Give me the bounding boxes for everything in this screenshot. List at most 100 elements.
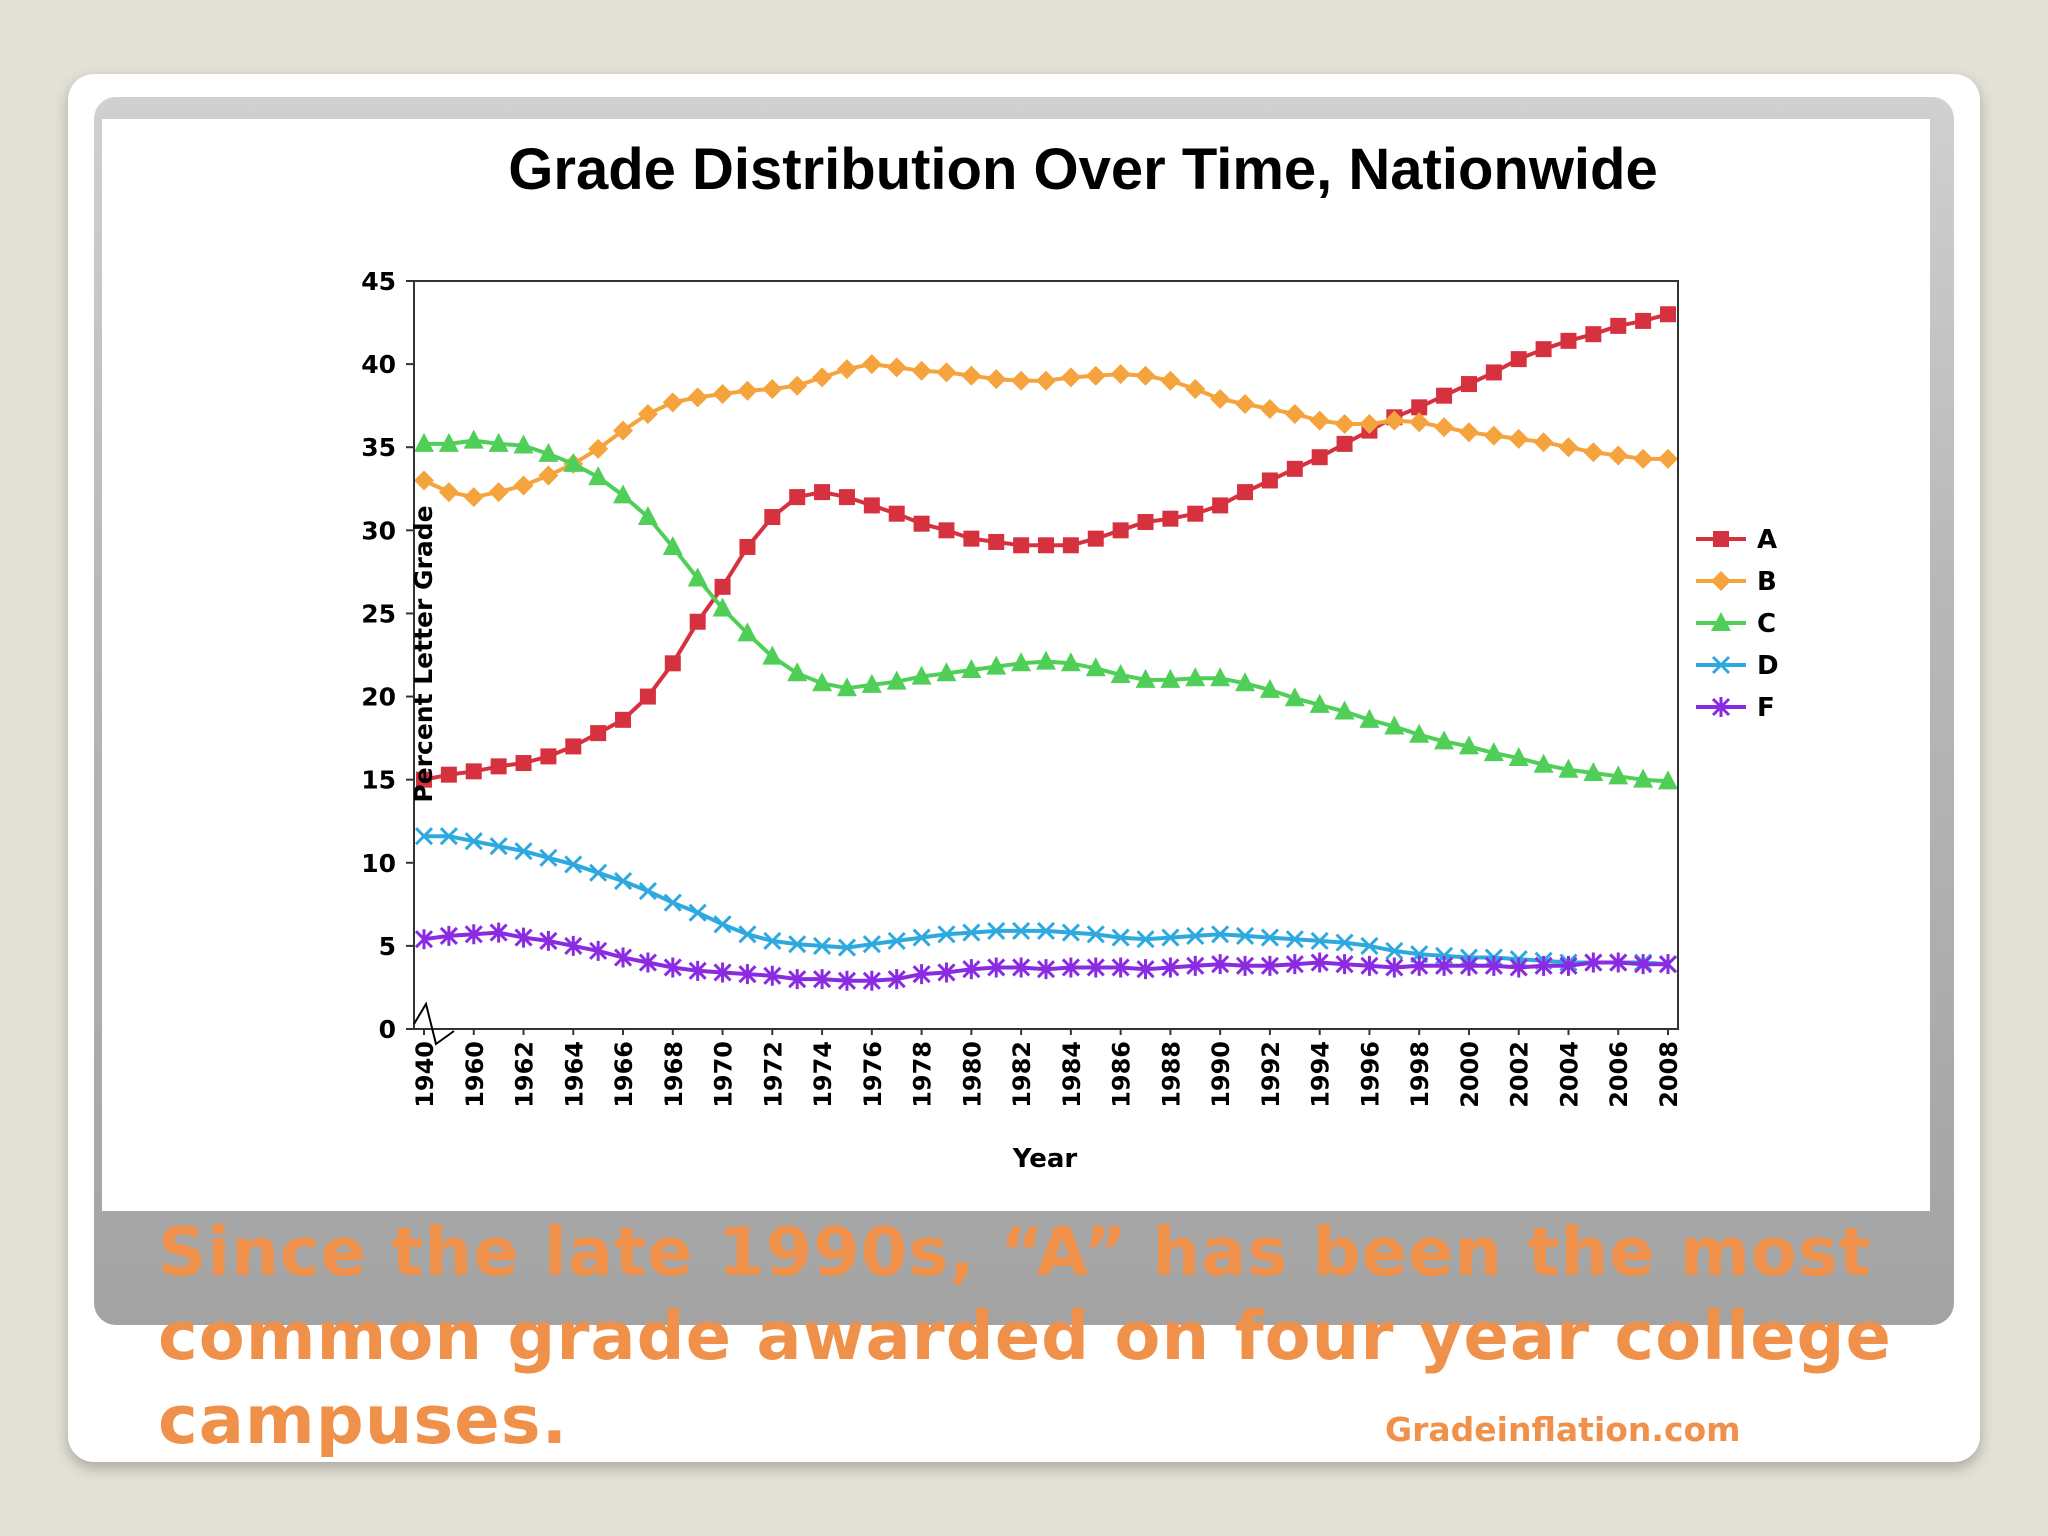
data-point-D <box>738 925 757 944</box>
data-point-C <box>737 622 758 642</box>
data-point-C <box>1608 765 1629 785</box>
data-point-A <box>1261 472 1278 489</box>
data-point-F <box>738 964 757 985</box>
x-tick-label: 2008 <box>1655 1041 1683 1108</box>
x-tick-label: 1980 <box>958 1041 986 1108</box>
series-line-C <box>424 438 1669 784</box>
chart-title: Grade Distribution Over Time, Nationwide <box>508 137 1657 202</box>
data-point-D <box>489 837 508 856</box>
data-point-B <box>836 359 857 380</box>
data-point-A <box>689 613 706 630</box>
data-point-F <box>1559 955 1578 976</box>
data-point-B <box>1036 370 1056 391</box>
data-point-D <box>1186 926 1205 945</box>
data-point-F <box>688 960 707 981</box>
data-point-D <box>1260 928 1279 947</box>
series-A <box>416 306 1676 788</box>
data-point-A <box>1038 537 1054 554</box>
data-point-F <box>613 947 633 968</box>
data-point-C <box>613 484 634 504</box>
data-point-D <box>912 928 931 947</box>
data-point-A <box>1460 376 1477 393</box>
data-point-B <box>1608 445 1629 466</box>
data-point-A <box>1062 537 1079 554</box>
data-point-C <box>861 673 882 693</box>
data-point-C <box>911 665 932 685</box>
data-point-C <box>488 432 509 452</box>
data-point-D <box>837 938 857 957</box>
data-point-F <box>887 969 906 990</box>
legend-label: A <box>1757 525 1777 555</box>
data-point-B <box>687 387 708 408</box>
slide-caption: Since the late 1990s, “A” has been the m… <box>158 1213 1892 1459</box>
data-point-B <box>414 470 434 491</box>
data-point-F <box>589 940 608 961</box>
data-point-D <box>1136 930 1155 949</box>
x-tick-label: 1962 <box>511 1041 539 1108</box>
data-point-A <box>590 725 607 742</box>
data-point-B <box>762 379 783 400</box>
data-point-D <box>514 842 533 861</box>
data-point-F <box>788 969 807 990</box>
data-point-F <box>1634 954 1653 975</box>
x-tick-label: 1994 <box>1307 1041 1335 1108</box>
data-point-A <box>1112 522 1129 539</box>
data-point-F <box>1484 955 1503 976</box>
data-point-A <box>1510 351 1527 368</box>
data-point-D <box>414 827 434 846</box>
data-point-A <box>1013 537 1030 554</box>
data-point-A <box>1560 332 1577 349</box>
x-tick-label: 2006 <box>1605 1041 1633 1108</box>
data-point-C <box>936 662 957 682</box>
data-point-D <box>1012 921 1031 940</box>
data-point-D <box>862 935 881 954</box>
data-point-C <box>1533 753 1554 773</box>
data-point-C <box>588 466 609 486</box>
data-point-F <box>514 927 533 948</box>
data-point-C <box>1135 668 1156 688</box>
data-point-A <box>888 505 905 522</box>
data-point-B <box>613 420 634 441</box>
data-point-C <box>1309 693 1330 713</box>
legend-item-A: A <box>1696 525 1777 555</box>
y-axis-title: Percent Letter Grade <box>409 505 438 802</box>
data-point-A <box>963 530 980 547</box>
data-point-F <box>489 922 508 943</box>
data-point-D <box>962 923 981 942</box>
legend-label: F <box>1757 693 1775 723</box>
data-point-A <box>1311 449 1328 466</box>
data-point-A <box>1162 510 1179 527</box>
data-point-B <box>1359 413 1380 434</box>
data-point-F <box>937 962 956 983</box>
data-point-C <box>1483 742 1504 762</box>
data-point-B <box>1533 432 1554 453</box>
data-point-A <box>1137 514 1154 531</box>
legend-item-B: B <box>1696 567 1777 597</box>
data-point-A <box>1585 326 1602 343</box>
data-point-C <box>1259 678 1280 698</box>
data-point-A <box>1286 460 1303 477</box>
data-point-B <box>936 362 957 383</box>
data-point-B <box>1259 398 1280 419</box>
legend-label: D <box>1757 651 1779 681</box>
source-credit: Gradeinflation.com <box>1385 1410 1741 1449</box>
data-point-F <box>1186 955 1205 976</box>
x-tick-label: 1964 <box>560 1041 588 1108</box>
data-point-A <box>863 497 880 514</box>
data-point-B <box>1135 365 1156 386</box>
y-tick-label: 10 <box>361 849 396 878</box>
data-point-F <box>1435 955 1454 976</box>
data-point-D <box>688 903 707 922</box>
y-tick-label: 45 <box>361 267 396 296</box>
data-point-D <box>1385 941 1404 960</box>
data-point-C <box>886 670 907 690</box>
data-point-B <box>1658 448 1678 469</box>
data-point-F <box>912 964 931 985</box>
x-tick-label: 1990 <box>1207 1041 1235 1108</box>
data-point-B <box>1483 425 1504 446</box>
y-tick-label: 25 <box>361 599 396 628</box>
data-point-D <box>1036 921 1056 940</box>
data-point-F <box>1036 959 1056 980</box>
data-point-A <box>1436 387 1453 404</box>
data-point-C <box>1458 735 1479 755</box>
